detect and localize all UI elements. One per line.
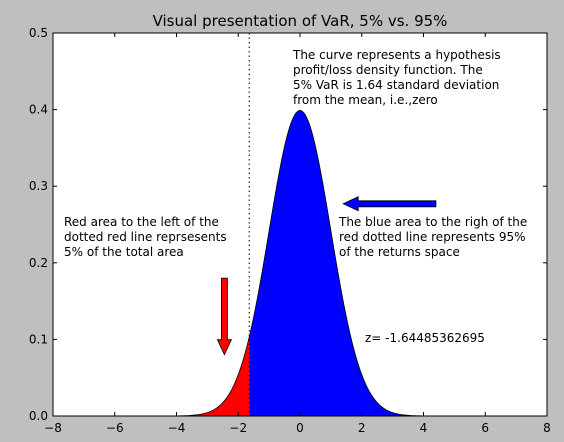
curve-note-line: profit/loss density function. The (293, 63, 483, 77)
red-note-line: dotted red line reprsesents (64, 230, 227, 244)
x-tick-label: 8 (543, 421, 551, 435)
red-note-line: 5% of the total area (64, 245, 184, 259)
x-tick-label: 2 (358, 421, 366, 435)
y-tick-label: 0.0 (29, 409, 48, 423)
blue-note-line: The blue area to the righ of the (338, 215, 527, 229)
red-note-line: Red area to the left of the (64, 215, 219, 229)
text-labels: Visual presentation of VaR, 5% vs. 95% Th… (64, 12, 527, 345)
blue-note-line: red dotted line represents 95% (339, 230, 526, 244)
annotation-marks (216, 33, 437, 416)
blue-area (249, 110, 517, 416)
curve-note-line: 5% VaR is 1.64 standard deviation (293, 78, 499, 92)
x-tick-label: −8 (44, 421, 62, 435)
curve-note-line: from the mean, i.e.,zero (293, 93, 438, 107)
x-tick-label: −4 (168, 421, 186, 435)
y-tick-label: 0.5 (29, 26, 48, 40)
axis-ticks: −8 −6 −4 −2 0 2 4 6 8 0.0 0.1 0.2 0.3 0.4 0.5 (29, 26, 551, 435)
curve-note-line: The curve represents a hypothesis (292, 48, 501, 62)
y-tick-label: 0.2 (29, 256, 48, 270)
x-tick-label: −2 (229, 421, 247, 435)
x-tick-label: 6 (481, 421, 489, 435)
red-tail-area (83, 337, 250, 416)
y-tick-label: 0.3 (29, 179, 48, 193)
blue-arrow (342, 196, 437, 212)
red-arrow (216, 277, 233, 356)
x-tick-label: −6 (106, 421, 124, 435)
z-label: z= -1.64485362695 (365, 331, 485, 345)
y-tick-label: 0.1 (29, 332, 48, 346)
x-tick-label: 4 (420, 421, 428, 435)
chart-title: Visual presentation of VaR, 5% vs. 95% (153, 12, 448, 30)
x-tick-label: 0 (296, 421, 304, 435)
blue-note-line: of the returns space (339, 245, 460, 259)
y-tick-label: 0.4 (29, 103, 48, 117)
